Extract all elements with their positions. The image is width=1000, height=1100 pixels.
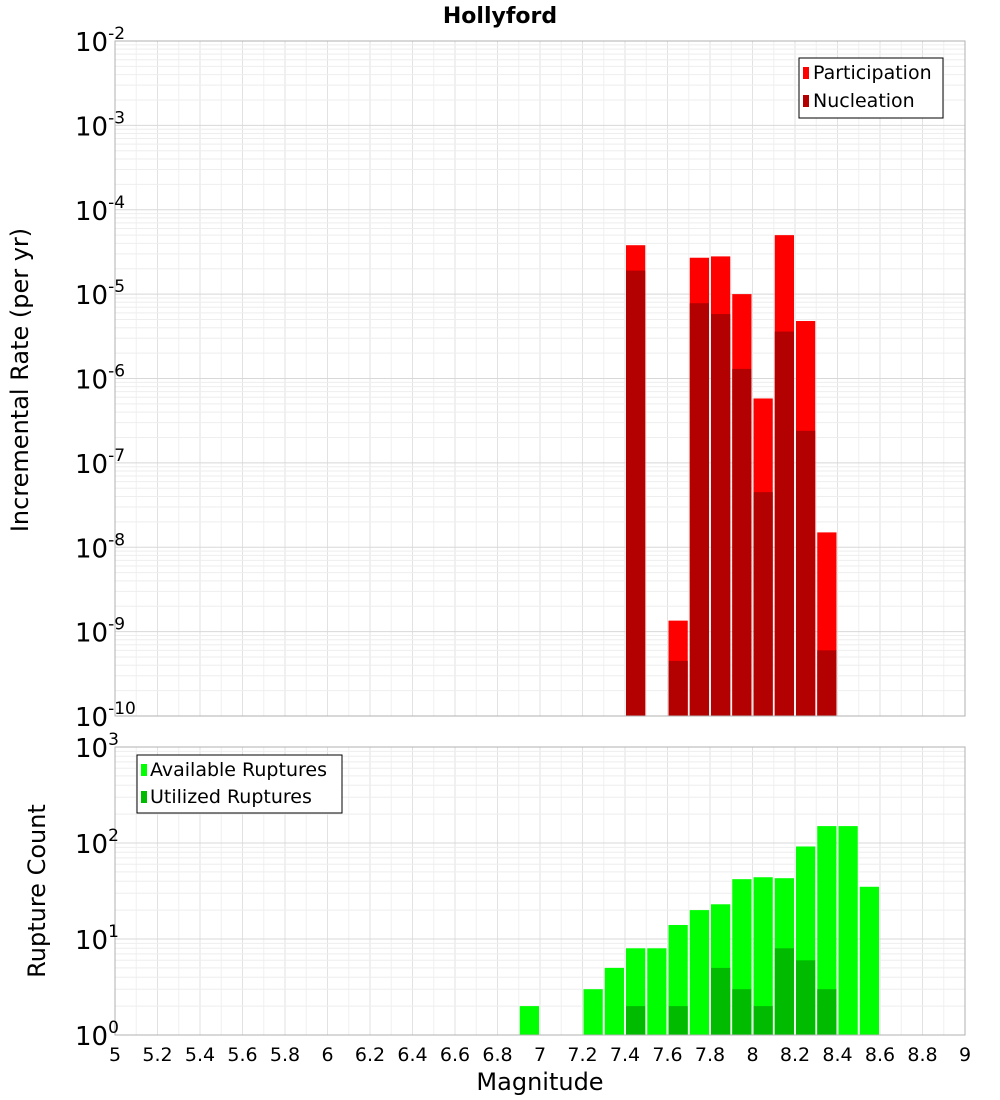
x-tick-label: 7.2	[567, 1044, 597, 1066]
bottom-bar-available-ruptures	[753, 877, 773, 1035]
bottom-bar-utilized-ruptures	[732, 989, 752, 1035]
x-tick-label: 7.8	[695, 1044, 725, 1066]
top-bar-nucleation	[668, 660, 688, 716]
bottom-y-tick-label: 102	[75, 826, 119, 860]
bottom-bar-available-ruptures	[817, 826, 837, 1035]
top-bar-nucleation	[753, 492, 773, 716]
bottom-bar-utilized-ruptures	[774, 948, 794, 1035]
x-tick-label: 6.6	[440, 1044, 470, 1066]
bottom-bar-available-ruptures	[583, 989, 603, 1035]
bottom-bar-available-ruptures	[647, 948, 667, 1035]
bottom-bars	[519, 826, 879, 1035]
x-tick-label: 7.4	[610, 1044, 640, 1066]
bottom-y-ticks: 100 101 102 103	[75, 730, 119, 1052]
bottom-bar-utilized-ruptures	[817, 989, 837, 1035]
top-bar-nucleation	[774, 331, 794, 716]
legend-label-utilized: Utilized Ruptures	[150, 786, 312, 808]
bottom-bar-utilized-ruptures	[668, 1006, 688, 1035]
top-bar-nucleation	[626, 270, 646, 716]
x-tick-label: 6.4	[397, 1044, 427, 1066]
bottom-plot-border	[114, 746, 966, 1036]
bottom-y-tick-label: 100	[75, 1018, 119, 1052]
top-bar-nucleation	[732, 368, 752, 716]
top-y-tick-label: 10-2	[75, 24, 125, 58]
x-tick-label: 8	[746, 1044, 758, 1066]
bottom-bar-available-ruptures	[689, 910, 709, 1035]
top-bar-nucleation	[711, 314, 731, 716]
top-y-tick-label: 10-3	[75, 108, 125, 142]
top-legend-box	[798, 57, 944, 119]
x-tick-label: 5.2	[142, 1044, 172, 1066]
top-y-ticks: 10-10 10-9 10-8 10-7 10-6 10-5 10-4 10-3 10-2	[75, 24, 136, 733]
top-grid	[115, 41, 965, 717]
bottom-bar-available-ruptures	[859, 886, 879, 1035]
x-tick-label: 5.6	[227, 1044, 257, 1066]
top-bar-nucleation	[817, 650, 837, 716]
bottom-y-tick-label: 101	[75, 922, 119, 956]
bottom-panel: 100 101 102 103 5 5.2 5.4 5.6 5.8 6 6.2 6.4 6.6 6.8 7…	[23, 730, 971, 1096]
x-tick-label: 6	[321, 1044, 333, 1066]
bottom-x-ticks: 5 5.2 5.4 5.6 5.8 6 6.2 6.4 6.6 6.8 7 7.2 7.4 7.6 7.8 8…	[109, 1044, 971, 1066]
top-y-tick-label: 10-10	[75, 699, 136, 733]
top-bars	[626, 235, 837, 717]
legend-swatch-available	[141, 764, 147, 776]
legend-swatch-participation	[803, 67, 809, 79]
top-bar-nucleation	[796, 430, 816, 716]
top-bar-nucleation	[689, 303, 709, 716]
chart-title: Hollyford	[443, 4, 557, 29]
x-tick-label: 8.6	[865, 1044, 895, 1066]
legend-label-nucleation: Nucleation	[813, 90, 915, 112]
legend-swatch-utilized	[141, 791, 147, 803]
top-plot-border	[114, 40, 966, 717]
x-tick-label: 8.2	[780, 1044, 810, 1066]
bottom-bar-available-ruptures	[838, 826, 858, 1035]
x-tick-label: 8.8	[907, 1044, 937, 1066]
legend-label-participation: Participation	[813, 62, 932, 84]
x-tick-label: 9	[959, 1044, 971, 1066]
x-tick-label: 6.8	[482, 1044, 512, 1066]
top-y-tick-label: 10-5	[75, 277, 125, 311]
x-tick-label: 5.8	[270, 1044, 300, 1066]
top-legend: Participation Nucleation	[798, 57, 944, 119]
legend-swatch-nucleation	[803, 95, 809, 107]
legend-label-available: Available Ruptures	[150, 759, 327, 781]
top-y-tick-label: 10-7	[75, 446, 125, 480]
x-tick-label: 7.6	[652, 1044, 682, 1066]
bottom-bar-utilized-ruptures	[711, 967, 731, 1035]
x-tick-label: 5.4	[185, 1044, 215, 1066]
bottom-y-axis-label: Rupture Count	[23, 804, 51, 978]
top-y-tick-label: 10-6	[75, 362, 125, 396]
bottom-bar-available-ruptures	[519, 1006, 539, 1035]
x-tick-label: 6.2	[355, 1044, 385, 1066]
top-panel: 10-10 10-9 10-8 10-7 10-6 10-5 10-4 10-3 10-2 In…	[6, 24, 966, 733]
x-tick-label: 8.4	[822, 1044, 852, 1066]
top-y-tick-label: 10-9	[75, 615, 125, 649]
bottom-grid	[115, 747, 965, 1036]
bottom-bar-utilized-ruptures	[626, 1006, 646, 1035]
top-y-tick-label: 10-8	[75, 530, 125, 564]
top-y-axis-label: Incremental Rate (per yr)	[6, 228, 34, 532]
x-axis-label: Magnitude	[476, 1068, 603, 1096]
x-tick-label: 7	[534, 1044, 546, 1066]
top-y-tick-label: 10-4	[75, 193, 125, 227]
bottom-bar-available-ruptures	[604, 967, 624, 1035]
bottom-bar-utilized-ruptures	[796, 960, 816, 1035]
bottom-legend-box	[136, 754, 343, 814]
bottom-legend: Available Ruptures Utilized Ruptures	[136, 754, 343, 814]
bottom-bar-utilized-ruptures	[753, 1006, 773, 1035]
x-tick-label: 5	[109, 1044, 121, 1066]
bottom-y-tick-label: 103	[75, 730, 119, 764]
